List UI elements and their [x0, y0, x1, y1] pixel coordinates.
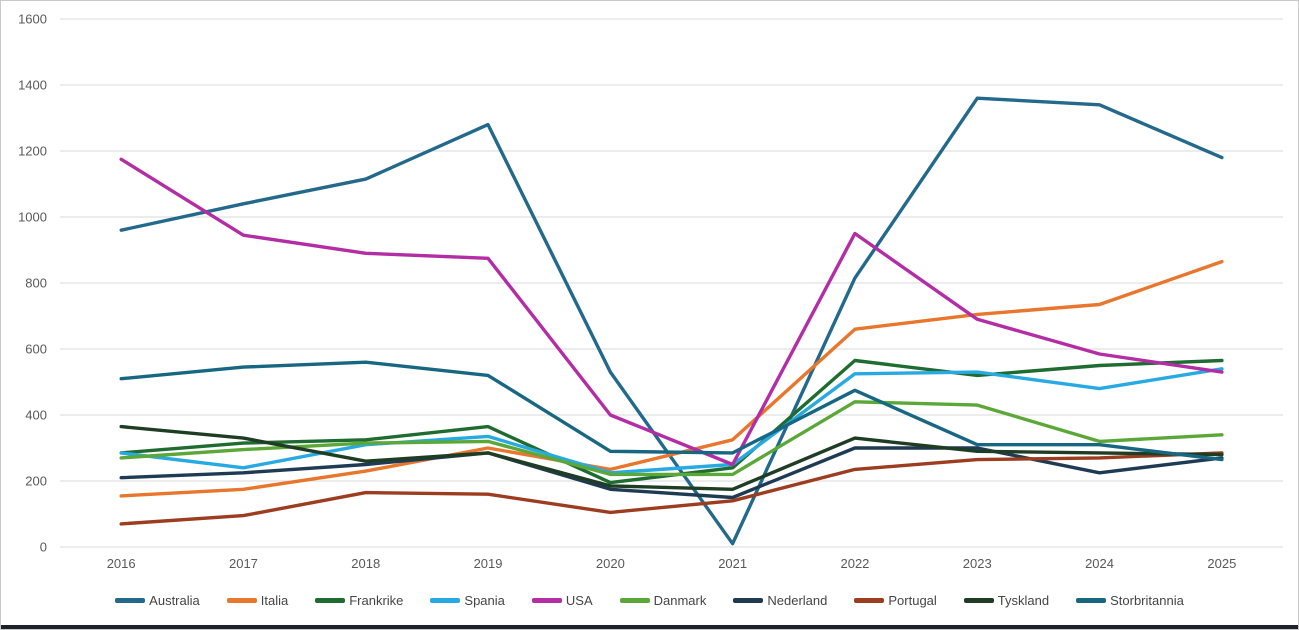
- legend-item-label: Frankrike: [349, 593, 404, 608]
- legend-item-frankrike[interactable]: Frankrike: [315, 593, 403, 608]
- legend-item-portugal[interactable]: Portugal: [854, 593, 937, 608]
- legend-item-spania[interactable]: Spania: [430, 593, 505, 608]
- x-axis-year-label: 2019: [474, 556, 503, 571]
- legend-item-label: Italia: [260, 593, 289, 608]
- legend-item-label: Storbritannia: [1110, 593, 1184, 608]
- legend-line-swatch-icon: [733, 598, 764, 603]
- y-axis-tick-label: 200: [25, 474, 47, 489]
- y-axis-tick-label: 1600: [18, 12, 47, 27]
- x-axis-year-label: 2024: [1085, 556, 1114, 571]
- legend-line-swatch-icon: [430, 598, 461, 603]
- series-line-italia[interactable]: [119, 259, 1224, 498]
- y-axis-tick-label: 800: [25, 276, 47, 291]
- legend-line-swatch-icon: [963, 598, 994, 603]
- y-axis-tick-label: 400: [25, 408, 47, 423]
- legend-item-italia[interactable]: Italia: [226, 593, 289, 608]
- legend-item-label: Portugal: [888, 593, 937, 608]
- legend-item-nederland[interactable]: Nederland: [733, 593, 827, 608]
- legend-item-australia[interactable]: Australia: [115, 593, 200, 608]
- legend-item-label: Spania: [464, 593, 505, 608]
- x-axis-year-label: 2022: [840, 556, 869, 571]
- x-axis-year-label: 2017: [229, 556, 258, 571]
- x-axis-year-label: 2016: [107, 556, 136, 571]
- legend-item-label: Danmark: [653, 593, 707, 608]
- bottom-border: [1, 625, 1298, 629]
- legend-item-label: USA: [565, 593, 593, 608]
- x-axis-year-label: 2025: [1207, 556, 1236, 571]
- x-axis-year-label: 2021: [718, 556, 747, 571]
- x-axis-year-label: 2023: [963, 556, 992, 571]
- y-axis-tick-label: 1400: [18, 78, 47, 93]
- legend-line-swatch-icon: [619, 598, 650, 603]
- y-axis-tick-label: 600: [25, 342, 47, 357]
- x-axis-year-label: 2018: [351, 556, 380, 571]
- legend-item-tyskland[interactable]: Tyskland: [963, 593, 1050, 608]
- series-line-portugal[interactable]: [119, 451, 1224, 526]
- legend-line-swatch-icon: [315, 598, 346, 603]
- x-axis-year-label: 2020: [596, 556, 625, 571]
- chart-legend: Australia Italia Frankrike Spania USA Danmark…: [1, 593, 1298, 608]
- series-line-usa[interactable]: [119, 157, 1224, 467]
- legend-item-storbritannia[interactable]: Storbritannia: [1076, 593, 1184, 608]
- legend-item-label: Nederland: [767, 593, 828, 608]
- legend-item-label: Australia: [149, 593, 200, 608]
- legend-line-swatch-icon: [854, 598, 885, 603]
- legend-line-swatch-icon: [115, 598, 146, 603]
- y-axis-tick-label: 0: [40, 540, 47, 555]
- series-line-australia[interactable]: [119, 96, 1224, 546]
- legend-line-swatch-icon: [226, 598, 257, 603]
- y-axis-tick-label: 1000: [18, 210, 47, 225]
- legend-item-danmark[interactable]: Danmark: [619, 593, 707, 608]
- legend-line-swatch-icon: [1076, 598, 1107, 603]
- y-axis-tick-label: 1200: [18, 144, 47, 159]
- legend-item-label: Tyskland: [997, 593, 1050, 608]
- series-line-danmark[interactable]: [119, 400, 1224, 477]
- series-line-tyskland[interactable]: [119, 424, 1224, 491]
- legend-line-swatch-icon: [531, 598, 562, 603]
- series-line-spania[interactable]: [119, 367, 1224, 475]
- series-line-storbritannia[interactable]: [119, 360, 1224, 462]
- legend-item-usa[interactable]: USA: [531, 593, 593, 608]
